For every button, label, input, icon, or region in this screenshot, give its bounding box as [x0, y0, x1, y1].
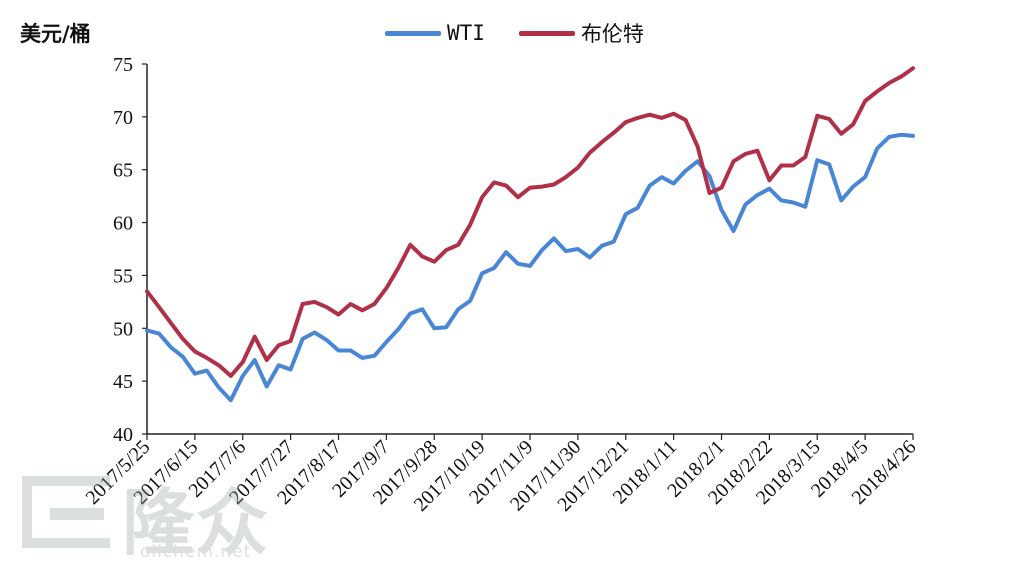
legend-swatch-wti	[385, 30, 441, 36]
legend: WTI 布伦特	[385, 18, 678, 48]
y-tick-label: 60	[113, 213, 133, 235]
y-tick-label: 65	[113, 160, 133, 182]
watermark-brand: 隆众	[122, 481, 271, 565]
y-tick-label: 75	[113, 54, 133, 76]
series-line-brent	[145, 66, 915, 378]
y-axis-label: 美元/桶	[20, 22, 91, 46]
legend-label-brent: 布伦特	[580, 22, 644, 46]
legend-swatch-brent	[518, 30, 575, 36]
y-tick-label: 70	[113, 107, 133, 129]
watermark-url: oilchem.net	[140, 542, 252, 562]
watermark-logo-icon	[22, 476, 110, 548]
series-line-wti	[145, 132, 915, 403]
legend-item-wti: WTI	[385, 21, 485, 45]
series-lines	[145, 66, 915, 403]
y-tick-label: 45	[113, 371, 133, 393]
y-tick-label: 55	[113, 265, 133, 287]
legend-item-brent: 布伦特	[518, 18, 644, 48]
y-axis-ticks: 40 45 50 55 60 65 70 75	[113, 54, 147, 446]
legend-label-wti: WTI	[447, 21, 485, 45]
y-tick-label: 50	[113, 318, 133, 340]
y-tick-label: 40	[113, 424, 133, 446]
